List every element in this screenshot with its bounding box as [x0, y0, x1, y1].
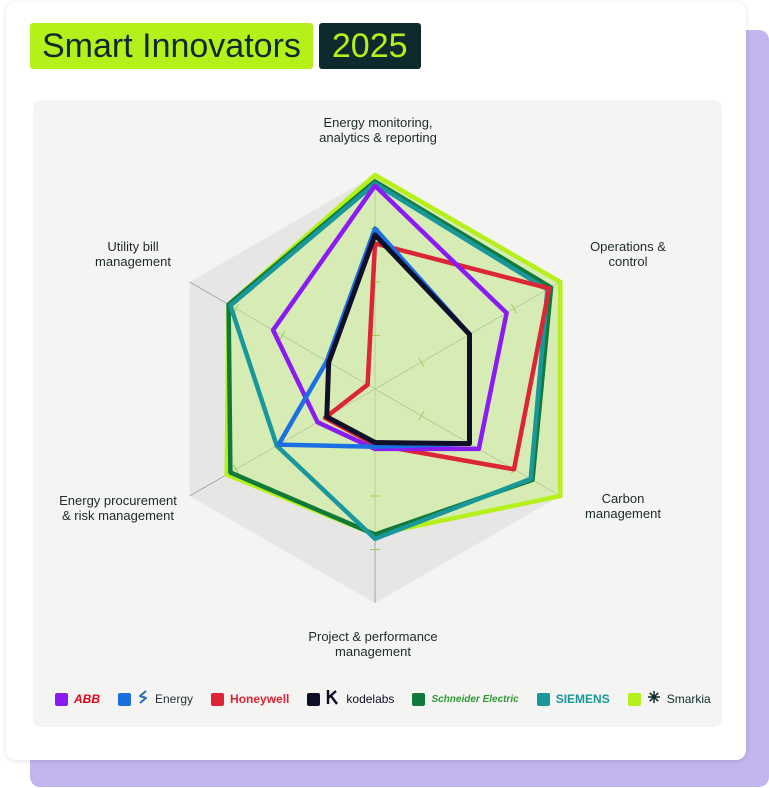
chart-legend: ABB Energy Honeywell kodelabs Schneider …	[55, 688, 715, 710]
axis-tick	[233, 464, 239, 474]
axis-label-procurement: Energy procurement & risk management	[59, 493, 177, 523]
legend-swatch	[627, 692, 641, 706]
legend-item-smarkia[interactable]: Smarkia	[627, 690, 711, 709]
axis-label-operations: Operations & control	[590, 239, 666, 269]
axis-tick	[418, 357, 425, 367]
smarkia-logo-icon	[647, 690, 661, 709]
energy-logo-icon	[137, 689, 149, 710]
axis-tick	[279, 330, 286, 341]
legend-label-schneider: Schneider Electric	[431, 693, 519, 705]
kodelabs-logo-icon	[326, 689, 340, 710]
legend-label-honeywell: Honeywell	[230, 692, 290, 706]
legend-label-abb: ABB	[74, 692, 100, 706]
legend-swatch	[118, 692, 131, 706]
legend-item-kodelabs[interactable]: kodelabs	[307, 689, 394, 710]
axis-tick	[418, 411, 425, 421]
legend-swatch	[211, 692, 225, 706]
legend-item-abb[interactable]: ABB	[55, 692, 100, 706]
page-title: Smart Innovators	[30, 23, 313, 69]
legend-item-schneider[interactable]: Schneider Electric	[412, 692, 519, 706]
legend-label-siemens: SIEMENS	[555, 692, 610, 706]
axis-label-project: Project & performance management	[308, 629, 438, 659]
legend-label-kodelabs: kodelabs	[346, 692, 395, 706]
radar-fill	[226, 175, 561, 535]
title-year: 2025	[318, 23, 421, 69]
legend-item-honeywell[interactable]: Honeywell	[211, 692, 289, 706]
chart-panel: Energy monitoring, analytics & reporting…	[33, 100, 722, 727]
axis-label-energy-monitoring: Energy monitoring, analytics & reporting	[319, 115, 437, 145]
legend-swatch	[536, 692, 550, 706]
legend-item-siemens[interactable]: SIEMENS	[536, 692, 610, 706]
axis-tick	[511, 304, 517, 314]
axis-label-utility-bill: Utility bill management	[95, 239, 171, 269]
legend-swatch	[55, 692, 68, 706]
title-block: Smart Innovators 2025	[30, 23, 421, 69]
axis-label-carbon: Carbon management	[585, 491, 661, 521]
legend-item-energy[interactable]: Energy	[118, 689, 193, 710]
radar-chart	[189, 172, 563, 603]
legend-swatch	[412, 692, 426, 706]
legend-label-energy: Energy	[155, 692, 194, 706]
series-line-kodelabs	[324, 232, 472, 447]
legend-label-smarkia: Smarkia	[666, 692, 711, 706]
legend-swatch	[307, 692, 321, 706]
